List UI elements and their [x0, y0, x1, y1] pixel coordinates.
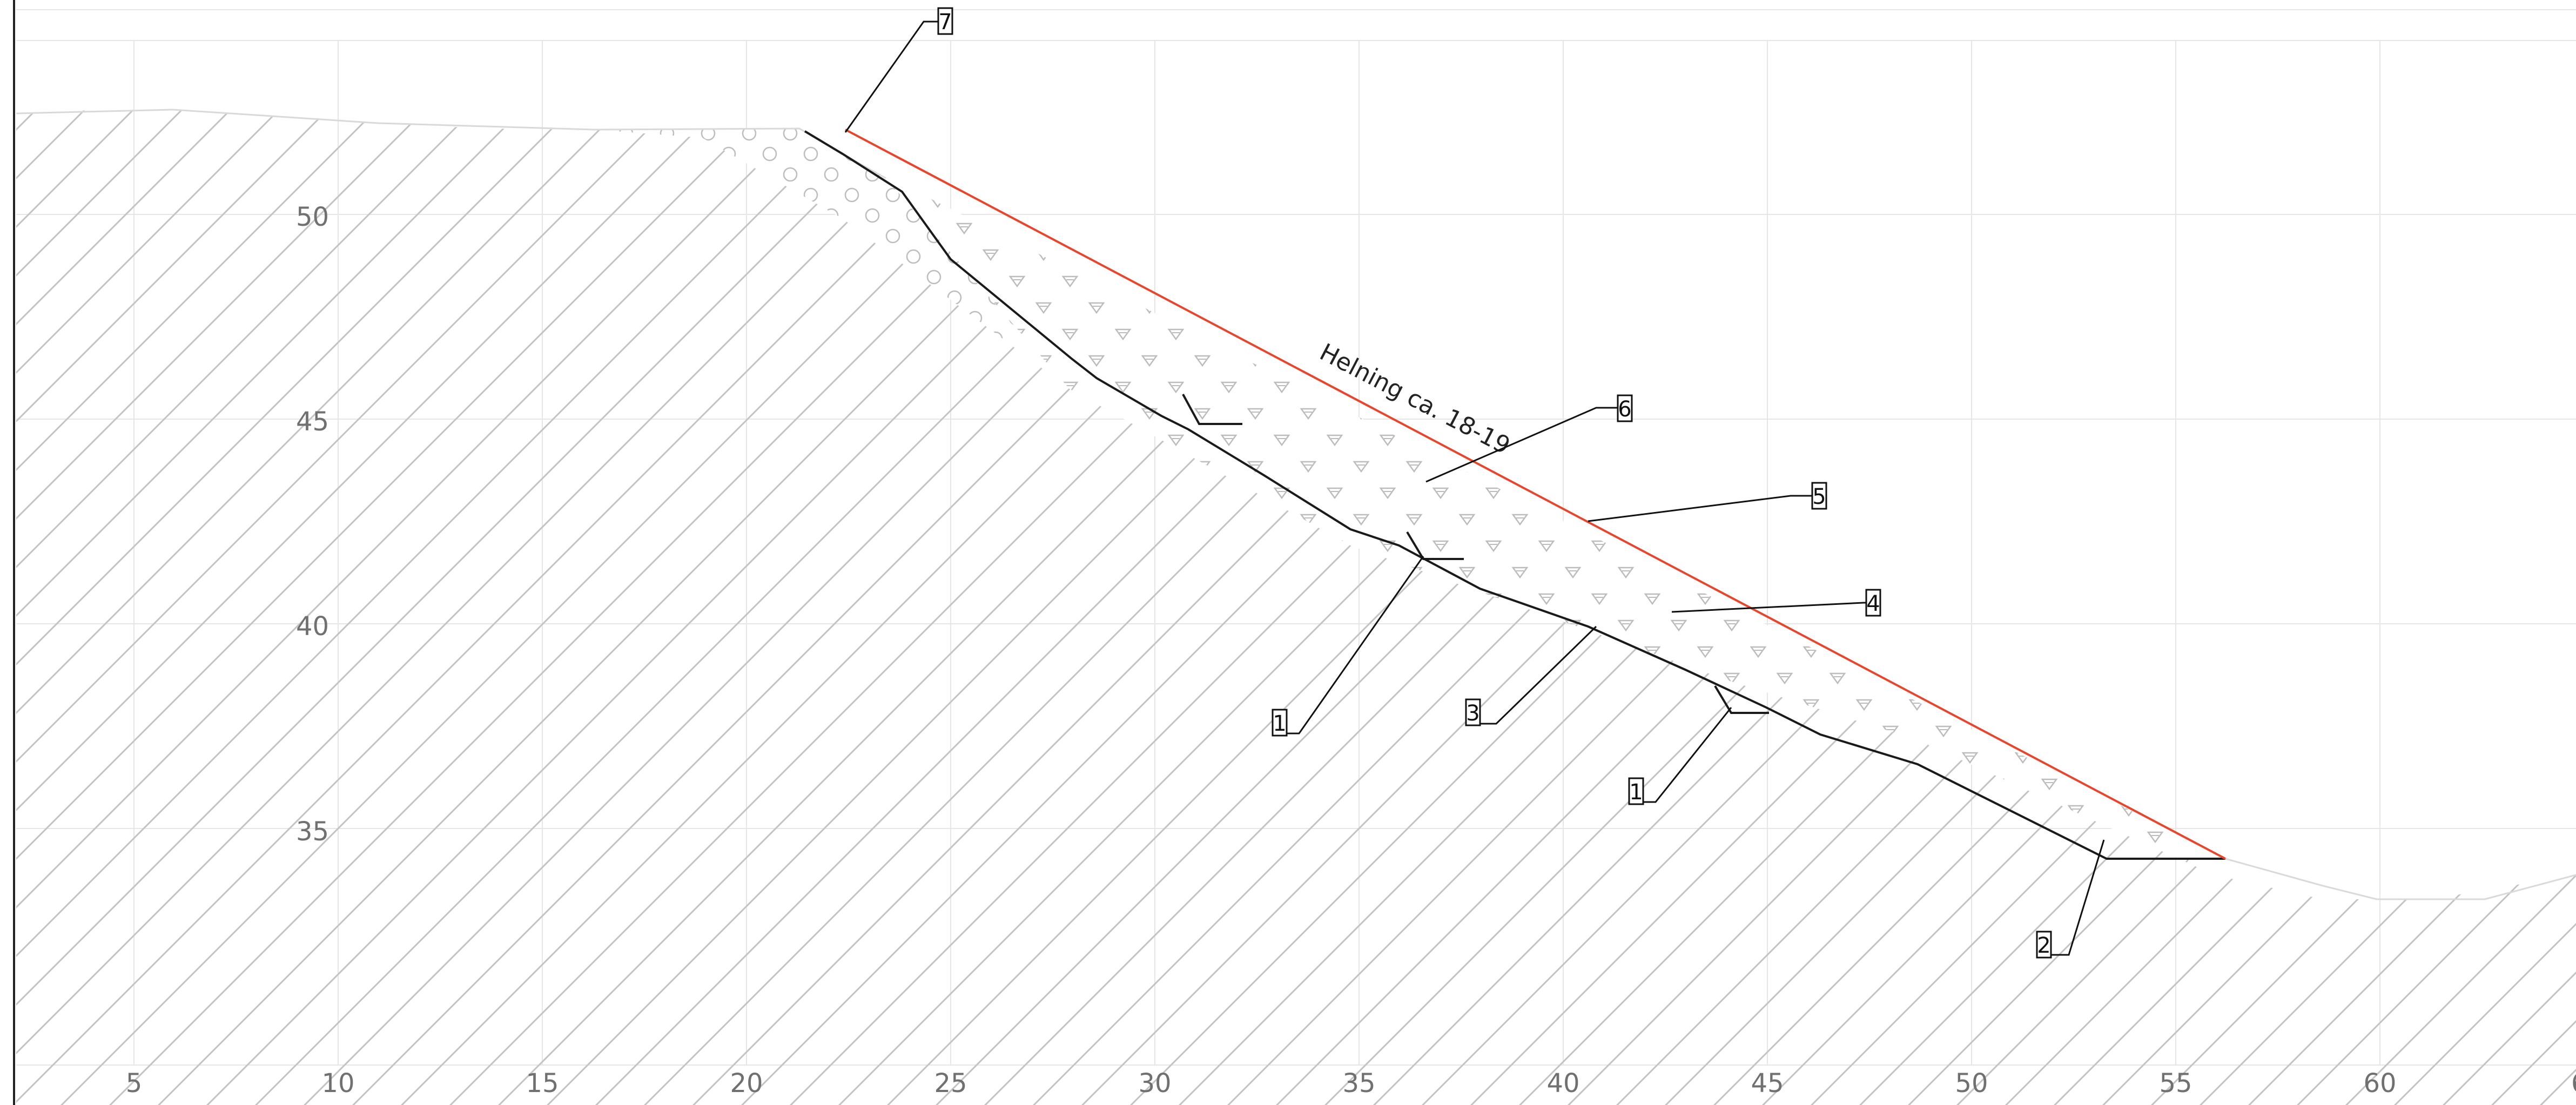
- callout-number: 3: [1466, 701, 1479, 726]
- y-tick-label: 35: [296, 817, 329, 847]
- gravel-layer: [594, 129, 1070, 389]
- x-tick-label: 5: [126, 1068, 143, 1099]
- profile-lines: [16, 109, 2576, 900]
- x-tick-label: 65: [2571, 1068, 2576, 1099]
- x-tick-label: 45: [1751, 1068, 1784, 1099]
- callout-number: 7: [938, 10, 952, 35]
- bench-1-mid: [1406, 531, 1464, 560]
- y-tick-label: 40: [296, 611, 329, 642]
- downstream-terrain-line: [2225, 858, 2576, 900]
- callout-1a: 1: [1272, 556, 1424, 737]
- fill-layer: [799, 129, 2225, 875]
- x-tick-label: 25: [934, 1068, 967, 1099]
- x-tick-label: 60: [2363, 1068, 2396, 1099]
- x-tick-label: 40: [1546, 1068, 1579, 1099]
- x-tick-label: 10: [321, 1068, 354, 1099]
- x-tick-label: 15: [526, 1068, 559, 1099]
- callout-1b: 1: [1628, 707, 1732, 805]
- y-tick-label: 50: [296, 202, 329, 232]
- design-slope-line: [845, 129, 2226, 860]
- callout-number: 2: [2037, 933, 2050, 958]
- x-tick-label: 55: [2159, 1068, 2192, 1099]
- x-tick-label: 35: [1342, 1068, 1375, 1099]
- callout-2: 2: [2036, 839, 2105, 959]
- bench-1-upper: [1182, 394, 1242, 425]
- callout-3: 3: [1465, 625, 1597, 726]
- x-axis: 5 10 15 20 25 30 35 40 45 50 55 60 65: [126, 1068, 2576, 1099]
- callout-number: 1: [1629, 780, 1643, 805]
- excavation-profile: [804, 130, 2225, 860]
- x-tick-label: 50: [1955, 1068, 1988, 1099]
- callout-number: 4: [1866, 591, 1880, 616]
- callout-4: 4: [1671, 589, 1881, 617]
- callout-number: 6: [1618, 397, 1631, 422]
- callout-5: 5: [1588, 482, 1827, 522]
- material-layers: [16, 110, 2576, 1105]
- callout-number: 5: [1812, 484, 1826, 509]
- callout-number: 1: [1273, 711, 1286, 736]
- callout-7: 7: [844, 7, 953, 133]
- y-axis: 50 45 40 35: [296, 202, 329, 847]
- bench-1-lower: [1714, 685, 1769, 714]
- callout-6: 6: [1425, 394, 1633, 483]
- x-tick-label: 30: [1138, 1068, 1171, 1099]
- rock-mass: [16, 110, 2576, 1105]
- y-tick-label: 45: [296, 407, 329, 437]
- x-tick-label: 20: [730, 1068, 763, 1099]
- callouts: 7 6 5 4 3 1 1: [844, 7, 2105, 959]
